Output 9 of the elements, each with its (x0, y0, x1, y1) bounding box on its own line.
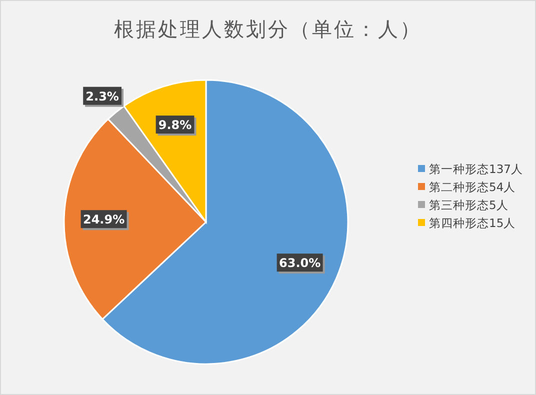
legend-label: 第四种形态15人 (429, 216, 516, 230)
legend-label: 第二种形态54人 (429, 180, 516, 194)
legend-label: 第三种形态5人 (429, 198, 508, 212)
data-label: 63.0% (279, 256, 321, 270)
data-label: 24.9% (82, 212, 125, 227)
data-label: 9.8% (158, 118, 192, 132)
data-label: 2.3% (86, 89, 119, 104)
chart-title: 根据处理人数划分（单位：人） (114, 17, 422, 41)
legend-label: 第一种形态137人 (429, 162, 523, 176)
